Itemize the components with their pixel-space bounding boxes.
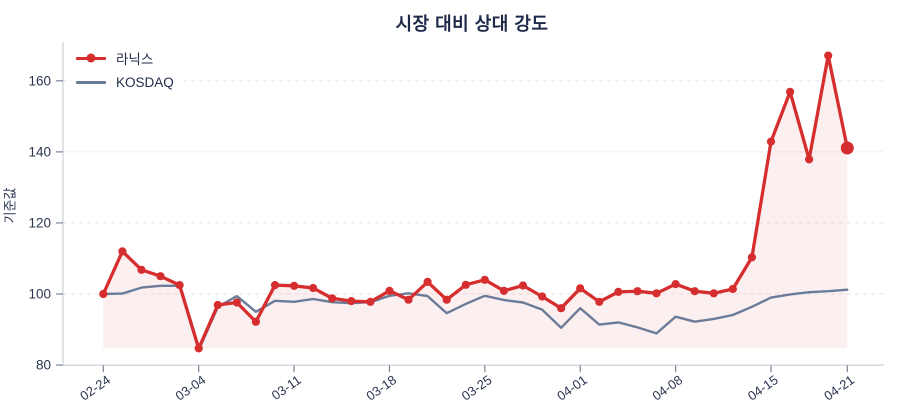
data-point-marker <box>442 295 451 304</box>
legend-label-lanix: 라닉스 <box>116 52 154 67</box>
y-tick-label: 80 <box>36 358 51 373</box>
data-point-marker <box>652 289 661 298</box>
data-point-marker <box>213 300 222 310</box>
chart-title: 시장 대비 상대 강도 <box>395 14 549 34</box>
series-line-kosdaq <box>102 284 849 352</box>
data-point-marker <box>671 280 680 289</box>
data-point-marker <box>366 297 375 306</box>
series-area-fill <box>103 55 848 349</box>
y-tick-label: 120 <box>28 215 51 230</box>
legend-line-sample-lanix <box>76 53 106 63</box>
data-point-marker <box>137 265 146 274</box>
x-tick-label: 03-11 <box>269 372 304 403</box>
legend-item-kosdaq: KOSDAQ <box>76 75 174 90</box>
data-point-marker <box>99 289 108 299</box>
data-point-marker <box>290 281 299 290</box>
data-point-marker <box>557 304 566 313</box>
data-point-marker <box>156 272 165 281</box>
x-tick-label: 04-08 <box>649 372 685 403</box>
x-tick-label: 04-01 <box>554 372 590 403</box>
data-point-marker <box>518 281 528 290</box>
data-point-marker <box>766 137 776 146</box>
data-point-marker <box>385 286 394 295</box>
data-point-marker <box>328 294 337 303</box>
y-tick-label: 160 <box>28 73 51 88</box>
data-point-marker <box>728 284 737 294</box>
x-tick-label: 03-04 <box>173 372 209 403</box>
y-tick-label: 100 <box>28 287 51 302</box>
data-point-marker <box>194 344 203 353</box>
data-point-marker <box>175 281 184 290</box>
data-point-marker <box>461 280 470 289</box>
data-point-marker <box>709 289 718 298</box>
data-point-marker <box>404 295 413 304</box>
data-point-marker <box>499 286 508 295</box>
x-tick-label: 04-21 <box>821 372 857 403</box>
y-axis-label: 기준값 <box>2 187 18 224</box>
data-point-marker <box>251 317 260 326</box>
data-point-marker <box>270 281 280 290</box>
x-tick-label: 02-24 <box>77 372 113 403</box>
data-point-marker <box>118 247 127 256</box>
data-point-marker <box>538 292 547 301</box>
data-point-marker <box>347 297 356 306</box>
legend-line-sample-kosdaq <box>76 81 106 84</box>
last-point-marker <box>840 141 854 155</box>
legend-marker-dot <box>86 53 96 63</box>
data-point-marker <box>786 87 795 96</box>
data-point-marker <box>423 277 432 286</box>
y-tick-label: 140 <box>28 144 51 159</box>
x-tick-label: 04-15 <box>745 372 781 403</box>
legend-label-kosdaq: KOSDAQ <box>116 75 174 90</box>
data-point-marker <box>480 275 489 284</box>
chart-legend: 라닉스 KOSDAQ <box>72 44 182 94</box>
data-point-marker <box>633 287 642 296</box>
data-point-marker <box>805 155 814 164</box>
x-tick-label: 03-18 <box>363 372 399 403</box>
x-tick-label: 03-25 <box>459 372 495 403</box>
data-point-marker <box>824 51 833 60</box>
data-point-marker <box>232 298 241 307</box>
data-point-marker <box>576 284 585 293</box>
data-point-marker <box>614 287 623 296</box>
series-line-lanix <box>101 53 849 351</box>
data-point-marker <box>747 253 757 262</box>
data-point-marker <box>595 297 604 306</box>
data-point-marker <box>690 287 699 296</box>
data-point-marker <box>309 283 318 293</box>
legend-item-lanix: 라닉스 <box>76 48 174 68</box>
